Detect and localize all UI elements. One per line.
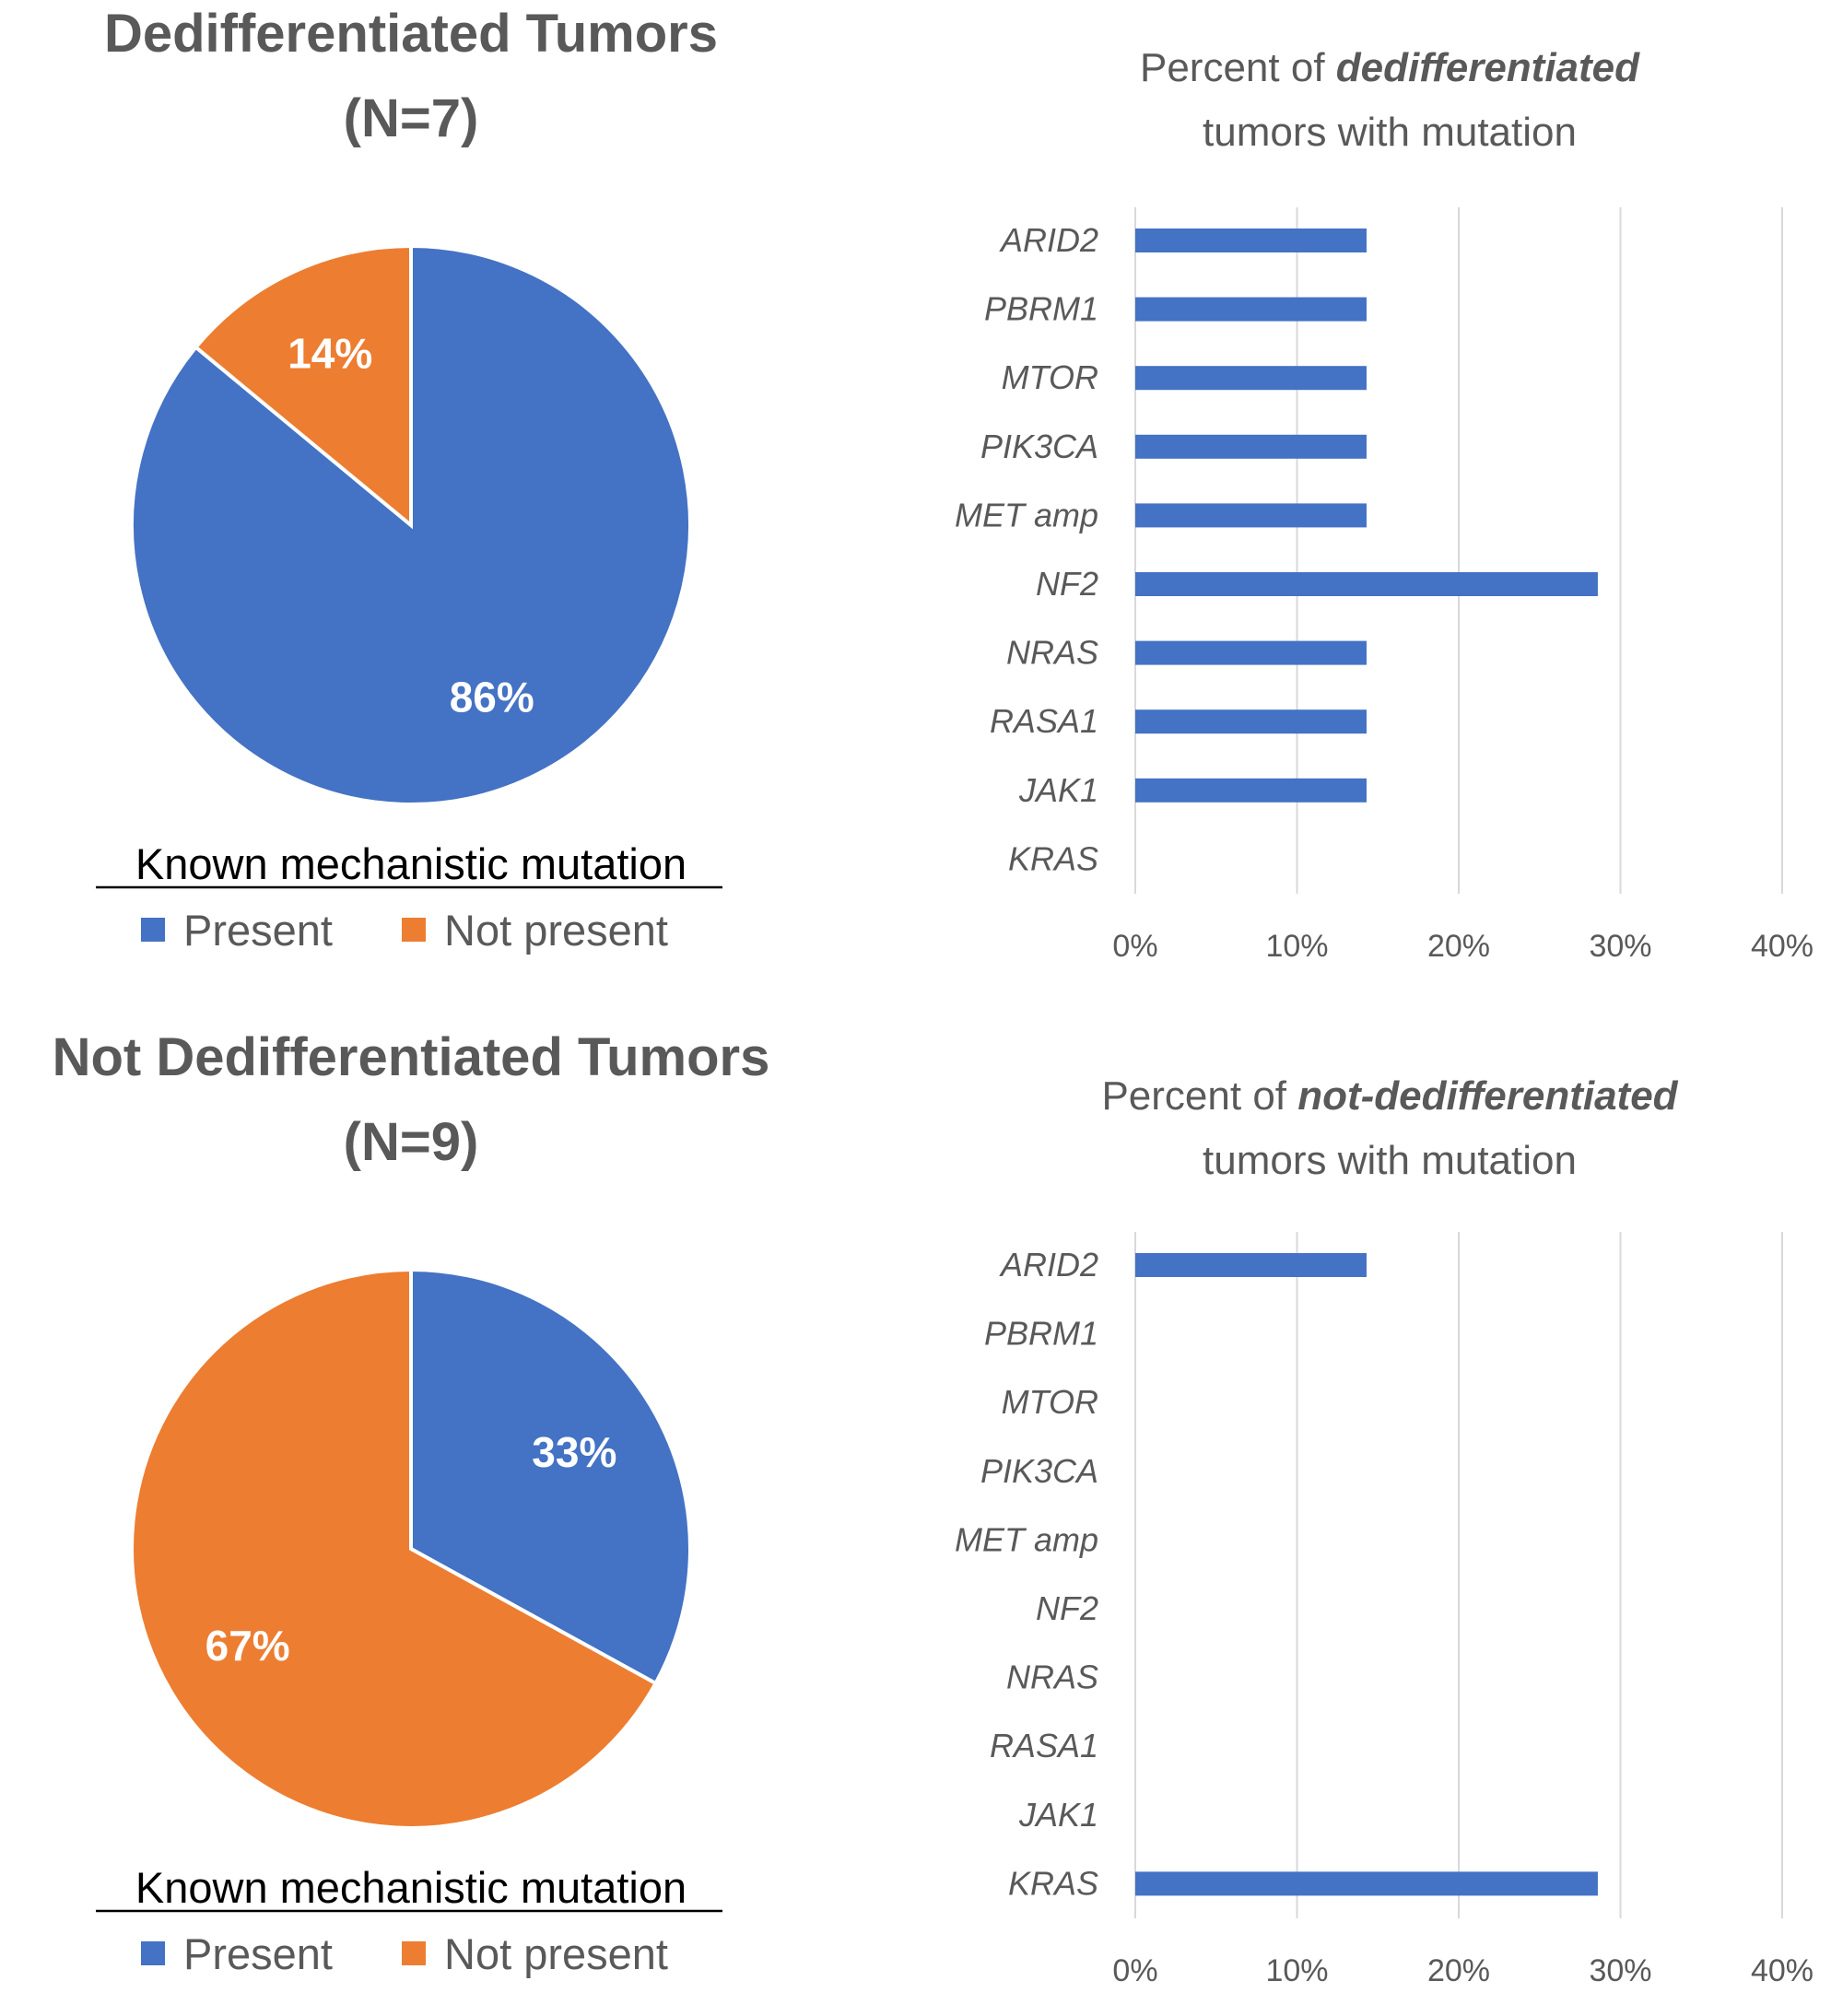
pie-title: Dedifferentiated Tumors xyxy=(104,4,718,64)
category-label: PBRM1 xyxy=(984,1315,1098,1353)
bar-chart-title-emphasis: dedifferentiated xyxy=(1336,45,1640,90)
bar-arid2 xyxy=(1135,229,1367,252)
category-label: NRAS xyxy=(1006,634,1098,672)
legend-label: Present xyxy=(183,906,333,955)
legend-title: Known mechanistic mutation xyxy=(135,839,687,888)
category-label: ARID2 xyxy=(999,1246,1098,1283)
legend-label: Not present xyxy=(444,906,668,955)
legend-swatch xyxy=(402,1941,426,1965)
bar-chart-title-line2: tumors with mutation xyxy=(1203,110,1577,155)
category-label: NF2 xyxy=(1036,1589,1098,1627)
pie-subtitle: (N=9) xyxy=(344,1112,479,1172)
legend-swatch xyxy=(402,918,426,942)
pie-slice-not-present xyxy=(130,1267,659,1830)
bar-pbrm1 xyxy=(1135,297,1367,322)
bar-chart: Percent of not-dedifferentiated tumors wi… xyxy=(955,1073,1814,1988)
category-label: MET amp xyxy=(955,496,1098,533)
legend-swatch xyxy=(141,1941,165,1965)
legend-title: Known mechanistic mutation xyxy=(135,1863,687,1912)
category-label: NRAS xyxy=(1006,1659,1098,1696)
bar-chart-title: Percent of dedifferentiated xyxy=(1140,45,1640,90)
pie-data-label: 86% xyxy=(450,673,534,721)
category-label: PIK3CA xyxy=(980,428,1098,465)
category-label: PBRM1 xyxy=(984,290,1098,328)
category-label: NF2 xyxy=(1036,565,1098,603)
x-tick-label: 0% xyxy=(1112,1953,1157,1988)
pie-chart: Not Dedifferentiated Tumors (N=9) 33% 67% Kn… xyxy=(53,1027,770,1978)
pie-title: Not Dedifferentiated Tumors xyxy=(53,1027,770,1087)
x-tick-label: 10% xyxy=(1265,1953,1328,1988)
bar-chart-title: Percent of not-dedifferentiated xyxy=(1101,1073,1678,1119)
category-label: MTOR xyxy=(1002,1383,1098,1421)
x-tick-label: 40% xyxy=(1751,1953,1814,1988)
bar-chart: Percent of dedifferentiated tumors with m… xyxy=(955,45,1814,964)
x-tick-label: 40% xyxy=(1751,929,1814,964)
bar-chart-title-prefix: Percent of xyxy=(1101,1073,1297,1119)
x-tick-label: 20% xyxy=(1427,1953,1490,1988)
bar-jak1 xyxy=(1135,778,1367,803)
category-label: MTOR xyxy=(1002,358,1098,396)
legend-label: Present xyxy=(183,1929,333,1978)
category-label: KRAS xyxy=(1008,1864,1098,1902)
bar-pik3ca xyxy=(1135,434,1367,459)
pie-chart: Dedifferentiated Tumors (N=7) 86% 14% Known … xyxy=(96,4,722,955)
x-tick-label: 30% xyxy=(1589,1953,1651,1988)
bar-chart-title-line2: tumors with mutation xyxy=(1203,1138,1577,1183)
bar-mtor xyxy=(1135,366,1367,391)
bar-kras xyxy=(1135,1871,1598,1896)
category-label: JAK1 xyxy=(1018,1796,1098,1834)
pie-subtitle: (N=7) xyxy=(344,88,479,148)
legend-swatch xyxy=(141,918,165,942)
category-label: RASA1 xyxy=(990,1727,1098,1764)
category-label: KRAS xyxy=(1008,839,1098,877)
category-label: MET amp xyxy=(955,1520,1098,1558)
pie-data-label: 67% xyxy=(205,1622,290,1670)
bar-met-amp xyxy=(1135,503,1367,528)
pie-slice-not-present xyxy=(193,243,413,530)
legend-label: Not present xyxy=(444,1929,668,1978)
x-tick-label: 20% xyxy=(1427,929,1490,964)
bar-rasa1 xyxy=(1135,709,1367,734)
category-label: RASA1 xyxy=(990,702,1098,740)
category-label: ARID2 xyxy=(999,221,1098,259)
category-label: PIK3CA xyxy=(980,1452,1098,1490)
bar-chart-title-emphasis: not-dedifferentiated xyxy=(1297,1073,1678,1119)
x-tick-label: 10% xyxy=(1265,929,1328,964)
category-label: JAK1 xyxy=(1018,771,1098,809)
bar-chart-title-prefix: Percent of xyxy=(1140,45,1336,90)
x-tick-label: 30% xyxy=(1589,929,1651,964)
pie-data-label: 14% xyxy=(288,330,372,378)
bar-arid2 xyxy=(1135,1253,1367,1277)
bar-nf2 xyxy=(1135,572,1598,596)
x-tick-label: 0% xyxy=(1112,929,1157,964)
pie-data-label: 33% xyxy=(532,1428,616,1476)
bar-nras xyxy=(1135,640,1367,665)
pie-slice-present xyxy=(409,1267,692,1686)
